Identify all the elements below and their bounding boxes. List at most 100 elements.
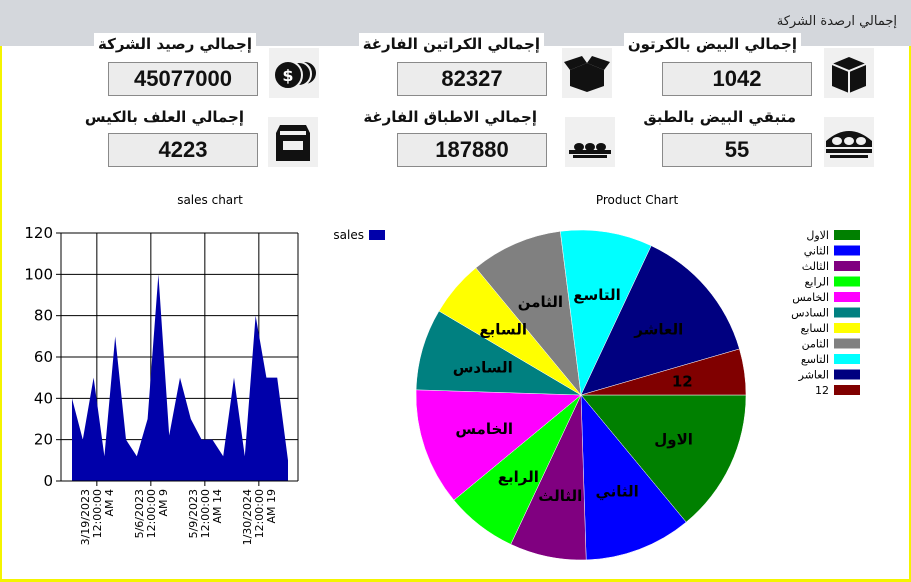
frame-border-right bbox=[909, 46, 911, 582]
legend-label-3: الرابع bbox=[805, 276, 829, 289]
pie-slice-7 bbox=[475, 231, 582, 396]
coins-icon: $ bbox=[269, 48, 319, 98]
legend-swatch-2 bbox=[834, 261, 860, 271]
eggs-carton-field: 1042 bbox=[662, 62, 812, 96]
pie-slice-9 bbox=[580, 245, 740, 396]
legend-label-0: الاول bbox=[806, 229, 829, 242]
x-tick-label-line: 12:00:00 bbox=[91, 489, 104, 538]
x-tick-label-line: 5/6/2023 bbox=[133, 489, 146, 538]
x-tick-label-line: 12:00:00 bbox=[253, 489, 266, 538]
egg-tray-full-icon bbox=[824, 117, 874, 167]
legend-label-8: التاسع bbox=[801, 353, 829, 366]
x-tick-label-line: AM 19 bbox=[265, 489, 278, 524]
x-tick-label-2: 5/9/2023 12:00:00 AM 14 bbox=[187, 489, 224, 538]
legend-label-sales: sales bbox=[333, 228, 364, 242]
feed-bags-field: 4223 bbox=[108, 133, 258, 167]
pie-label-0: الاول bbox=[654, 431, 693, 449]
card-label-feed-bags: إجمالي العلف بالكيس bbox=[80, 106, 248, 128]
x-tick-label-3: 1/30/2024 12:00:00 AM 19 bbox=[241, 489, 278, 545]
legend-swatch-10 bbox=[834, 385, 860, 395]
empty-box-icon bbox=[562, 48, 612, 98]
legend-label-5: السادس bbox=[791, 307, 829, 320]
legend-label-4: الخامس bbox=[792, 291, 829, 304]
product-pie bbox=[415, 229, 747, 561]
pie-label-9: العاشر bbox=[633, 321, 683, 339]
x-tick-label-0: 3/19/2023 12:00:00 AM 4 bbox=[79, 489, 116, 545]
legend-label-10: 12 bbox=[815, 384, 829, 397]
legend-swatch-4 bbox=[834, 292, 860, 302]
pie-slice-0 bbox=[580, 394, 747, 523]
sales-chart-y-tick-labels: 0 20 40 60 80 100 120 bbox=[24, 224, 53, 490]
box-icon bbox=[824, 48, 874, 98]
legend-swatch-1 bbox=[834, 245, 860, 256]
egg-tray-icon bbox=[565, 117, 615, 167]
remaining-eggs-field: 55 bbox=[662, 133, 812, 167]
legend-label-6: السابع bbox=[801, 322, 830, 335]
card-label-eggs-carton: إجمالي البيض بالكرتون bbox=[623, 33, 801, 55]
x-tick-label-line: 3/19/2023 bbox=[79, 489, 92, 545]
legend-swatch-0 bbox=[834, 230, 860, 240]
x-tick-label-line: 12:00:00 bbox=[199, 489, 212, 538]
legend-swatch-8 bbox=[834, 354, 860, 364]
pie-slice-1 bbox=[580, 394, 687, 561]
feed-bag-icon bbox=[268, 117, 318, 167]
legend-swatch-6 bbox=[834, 323, 860, 333]
svg-text:$: $ bbox=[282, 66, 293, 85]
product-chart-legend: الاول الثاني الثالث الرابع الخامس السادس الساب… bbox=[791, 229, 860, 397]
legend-label-9: العاشر bbox=[798, 369, 829, 382]
y-tick-label-0: 0 bbox=[43, 472, 53, 490]
window-title: إجمالي ارصدة الشركة bbox=[776, 14, 897, 29]
sales-chart-title: sales chart bbox=[177, 193, 243, 207]
sales-area-series bbox=[72, 274, 288, 481]
pie-label-7: الثامن bbox=[518, 293, 563, 311]
card-label-empty-trays: إجمالي الاطباق الفارغة bbox=[359, 106, 541, 128]
sales-chart-x-tick-labels: 3/19/2023 12:00:00 AM 4 5/6/2023 12:00:00 AM … bbox=[79, 489, 278, 545]
empty-trays-field: 187880 bbox=[397, 133, 547, 167]
card-label-empty-cartons: إجمالي الكراتين الفارغة bbox=[358, 33, 544, 55]
pie-slice-10 bbox=[580, 348, 747, 396]
legend-swatch-3 bbox=[834, 276, 860, 287]
legend-swatch-7 bbox=[834, 338, 860, 349]
x-tick-label-line: AM 4 bbox=[103, 489, 116, 517]
pie-label-4: الخامس bbox=[455, 420, 513, 438]
frame-border-bottom bbox=[0, 579, 911, 582]
product-chart: Product Chart الاولالثانيالثالثالرابعالخ… bbox=[415, 193, 860, 561]
legend-label-7: الثامن bbox=[802, 338, 829, 351]
legend-swatch-sales bbox=[369, 230, 385, 240]
legend-label-1: الثاني bbox=[804, 245, 829, 258]
y-tick-label-6: 120 bbox=[24, 224, 53, 242]
sales-chart-legend: sales bbox=[333, 228, 385, 242]
pie-label-1: الثاني bbox=[595, 483, 638, 501]
y-tick-label-3: 60 bbox=[34, 348, 53, 366]
pie-slice-8 bbox=[560, 229, 652, 396]
y-tick-label-1: 20 bbox=[34, 431, 53, 449]
legend-swatch-9 bbox=[834, 369, 860, 380]
legend-swatch-5 bbox=[834, 307, 860, 318]
empty-cartons-field: 82327 bbox=[397, 62, 547, 96]
y-tick-label-5: 100 bbox=[24, 265, 53, 283]
pie-label-3: الرابع bbox=[498, 468, 539, 486]
card-label-company-balance: إجمالي رصيد الشركة bbox=[94, 33, 256, 55]
pie-label-10: 12 bbox=[672, 373, 693, 391]
x-tick-label-line: 5/9/2023 bbox=[187, 489, 200, 538]
x-tick-label-line: AM 9 bbox=[157, 489, 170, 517]
x-tick-label-line: 12:00:00 bbox=[145, 489, 158, 538]
y-tick-label-4: 80 bbox=[34, 307, 53, 325]
product-chart-title: Product Chart bbox=[596, 193, 679, 207]
pie-label-5: السادس bbox=[453, 358, 513, 376]
company-balance-field: 45077000 bbox=[108, 62, 258, 96]
card-label-remaining-eggs: متبقي البيض بالطبق bbox=[639, 106, 800, 128]
y-tick-label-2: 40 bbox=[34, 389, 53, 407]
legend-label-2: الثالث bbox=[802, 260, 829, 273]
pie-label-2: الثالث bbox=[538, 487, 582, 505]
sales-chart-axes bbox=[56, 232, 299, 486]
pie-label-6: السابع bbox=[479, 321, 527, 339]
x-tick-label-1: 5/6/2023 12:00:00 AM 9 bbox=[133, 489, 170, 538]
pie-slice-4 bbox=[415, 389, 582, 501]
pie-label-8: التاسع bbox=[573, 286, 621, 304]
frame-border-left bbox=[0, 46, 2, 582]
x-tick-label-line: AM 14 bbox=[211, 489, 224, 524]
x-tick-label-line: 1/30/2024 bbox=[241, 489, 254, 545]
